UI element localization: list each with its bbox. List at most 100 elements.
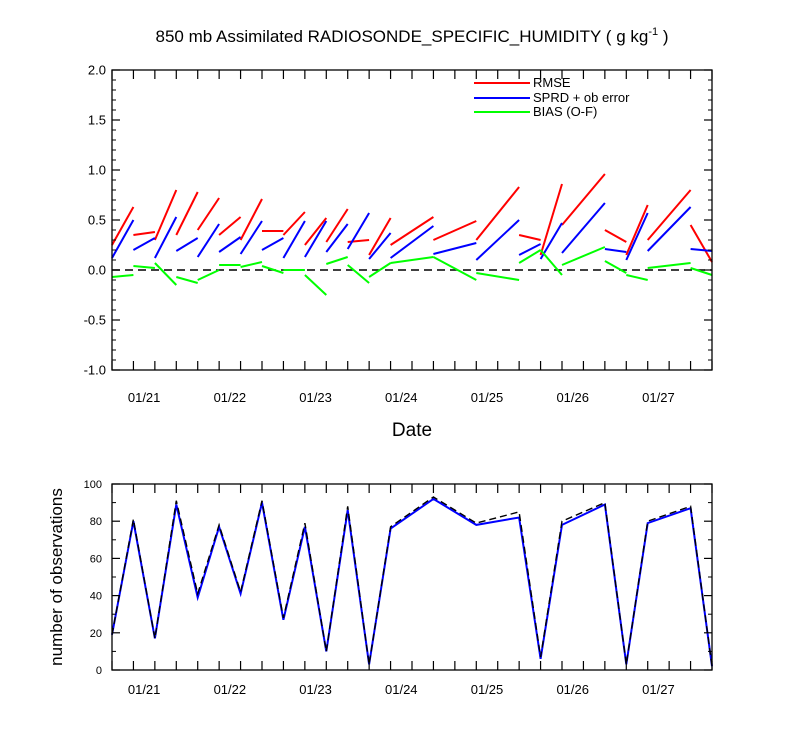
bottom-ytick-label: 100 bbox=[84, 479, 102, 491]
top-y-axis: 2.0 1.5 1.0 0.5 0.0 -0.5 -1.0 bbox=[84, 63, 712, 378]
top-xtick-label: 01/24 bbox=[385, 390, 418, 405]
top-x-axis-label: Date bbox=[392, 420, 432, 441]
legend-label-bias: BIAS (O-F) bbox=[533, 104, 597, 119]
series-0-segment-1 bbox=[133, 231, 156, 236]
series-0-segment-9 bbox=[304, 217, 328, 246]
top-xtick-label: 01/22 bbox=[214, 390, 247, 405]
series-0-segment-14 bbox=[432, 220, 477, 241]
series-1-segment-13 bbox=[390, 225, 434, 259]
series-0-segment-21 bbox=[646, 189, 692, 241]
series-0-segment-4 bbox=[196, 197, 220, 231]
series-1-segment-3 bbox=[175, 237, 199, 252]
series-2-segment-19 bbox=[604, 260, 627, 274]
series-1-segment-15 bbox=[475, 219, 520, 261]
series-2-segment-3 bbox=[176, 276, 198, 284]
series-0-segment-0 bbox=[111, 206, 135, 246]
series-1-segment-9 bbox=[304, 220, 328, 258]
series-1-segment-18 bbox=[561, 202, 606, 254]
title-main: 850 mb Assimilated RADIOSONDE_SPECIFIC_H… bbox=[156, 27, 649, 46]
series-0-segment-20 bbox=[625, 204, 649, 256]
top-xtick-label: 01/27 bbox=[642, 390, 675, 405]
series-2-segment-20 bbox=[626, 274, 648, 281]
bottom-ytick-label: 60 bbox=[90, 553, 102, 565]
bottom-xtick-label: 01/26 bbox=[556, 682, 589, 697]
top-chart: 2.01.51.00.50.0-0.5-1.0 01/21 01/22 01/23 0… bbox=[84, 63, 713, 441]
series-2-segment-22 bbox=[690, 267, 713, 276]
series-0-segment-10 bbox=[325, 208, 349, 243]
top-plot-frame bbox=[111, 69, 713, 371]
top-xtick-label: 01/21 bbox=[128, 390, 161, 405]
series-1-segment-4 bbox=[196, 223, 220, 258]
series-0-segment-17 bbox=[539, 183, 563, 256]
bottom-xtick-label: 01/24 bbox=[385, 682, 418, 697]
series-1-segment-5 bbox=[218, 236, 242, 253]
series-0-segment-3 bbox=[175, 191, 199, 236]
series-1-segment-2 bbox=[154, 216, 178, 259]
top-xtick-label: 01/23 bbox=[299, 390, 332, 405]
series-1-segment-1 bbox=[132, 237, 156, 251]
series-1-segment-19 bbox=[604, 248, 627, 253]
series-1-segment-22 bbox=[690, 248, 713, 252]
series-2-segment-13 bbox=[390, 256, 434, 264]
top-ytick-label: 1.0 bbox=[88, 163, 106, 178]
top-ytick-label: 2.0 bbox=[88, 63, 106, 78]
top-ytick-label: -0.5 bbox=[84, 313, 106, 328]
series-0-segment-2 bbox=[153, 189, 178, 241]
bottom-ytick-label: 20 bbox=[90, 628, 102, 640]
bottom-y-axis-label: number of observations bbox=[47, 488, 66, 666]
obs-line-possible bbox=[111, 496, 713, 667]
bottom-series-group bbox=[111, 496, 713, 667]
bottom-ytick-label: 80 bbox=[90, 516, 102, 528]
series-2-segment-12 bbox=[368, 262, 392, 278]
series-2-segment-16 bbox=[518, 249, 542, 264]
top-series-group bbox=[111, 173, 713, 296]
series-2-segment-0 bbox=[111, 274, 134, 278]
series-1-segment-10 bbox=[325, 223, 349, 253]
series-1-segment-8 bbox=[282, 220, 306, 259]
series-0-segment-19 bbox=[604, 229, 627, 243]
top-xtick-label: 01/25 bbox=[471, 390, 504, 405]
series-2-segment-11 bbox=[347, 264, 370, 284]
series-1-segment-7 bbox=[261, 237, 284, 251]
bottom-x-axis: 01/21 01/22 01/23 01/24 01/25 01/26 01/27 bbox=[111, 484, 713, 697]
series-0-segment-13 bbox=[390, 216, 434, 246]
top-ytick-label: 0.0 bbox=[88, 263, 106, 278]
legend: RMSE SPRD + ob error BIAS (O-F) bbox=[474, 75, 630, 119]
bottom-xtick-label: 01/23 bbox=[299, 682, 332, 697]
series-0-segment-16 bbox=[518, 234, 541, 241]
bottom-xtick-label: 01/22 bbox=[214, 682, 247, 697]
top-ytick-label: 0.5 bbox=[88, 213, 106, 228]
title-superscript: -1 bbox=[648, 26, 658, 38]
series-0-segment-8 bbox=[282, 211, 306, 236]
legend-label-sprd: SPRD + ob error bbox=[533, 90, 630, 105]
series-2-segment-4 bbox=[197, 269, 220, 281]
top-ytick-label: 1.5 bbox=[88, 113, 106, 128]
series-1-segment-11 bbox=[346, 212, 370, 250]
bottom-xtick-label: 01/27 bbox=[642, 682, 675, 697]
bottom-xtick-label: 01/21 bbox=[128, 682, 161, 697]
top-x-axis: 01/21 01/22 01/23 01/24 01/25 01/26 01/27 bbox=[111, 70, 713, 405]
series-2-segment-2 bbox=[154, 262, 178, 286]
legend-label-rmse: RMSE bbox=[533, 75, 571, 90]
series-2-segment-18 bbox=[561, 246, 606, 266]
top-xtick-label: 01/26 bbox=[556, 390, 589, 405]
series-2-segment-15 bbox=[476, 272, 520, 281]
obs-line-assimilated bbox=[111, 497, 713, 667]
series-2 bbox=[111, 246, 713, 296]
series-0-segment-5 bbox=[218, 216, 242, 236]
series-0-segment-12 bbox=[368, 217, 392, 256]
bottom-xtick-label: 01/25 bbox=[471, 682, 504, 697]
top-chart-title: 850 mb Assimilated RADIOSONDE_SPECIFIC_H… bbox=[156, 26, 669, 46]
series-2-segment-21 bbox=[647, 262, 691, 269]
series-2-segment-17 bbox=[539, 249, 563, 276]
series-2-segment-6 bbox=[240, 261, 263, 268]
series-1-segment-21 bbox=[646, 206, 692, 252]
bottom-plot-frame bbox=[111, 483, 713, 671]
series-0-segment-18 bbox=[561, 173, 606, 226]
top-ytick-label: -1.0 bbox=[84, 363, 106, 378]
bottom-y-axis: 100 80 60 40 20 0 bbox=[84, 479, 712, 677]
series-2-segment-7 bbox=[261, 265, 284, 274]
series-2-segment-9 bbox=[304, 274, 327, 296]
series-1-segment-16 bbox=[518, 243, 542, 256]
